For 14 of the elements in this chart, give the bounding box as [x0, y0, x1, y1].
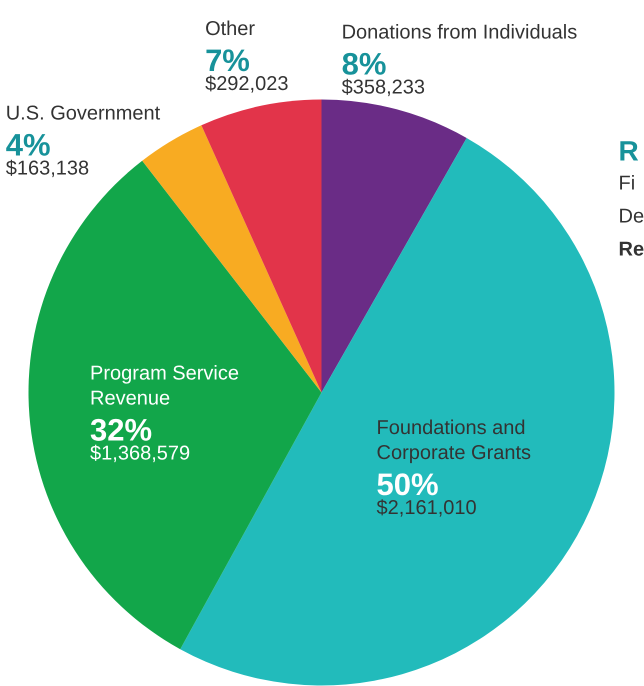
slice-label: Donations from Individuals [342, 21, 578, 44]
data-label: 4% $163,138 [6, 127, 90, 180]
data-label: 8% $358,233 [342, 46, 425, 98]
data-label: 7% $292,023 [205, 43, 288, 96]
text: Fi [618, 172, 636, 194]
slice-label: Foundations and Corporate Grants [376, 416, 532, 464]
slice-label: U.S. Government [6, 102, 161, 124]
slice-label: Other [205, 18, 256, 40]
text: De [618, 206, 644, 228]
data-label: 50% $2,161,010 [376, 466, 477, 519]
slice-label: Program Service Revenue [90, 362, 239, 410]
text: Re [618, 238, 644, 260]
text: R [618, 136, 639, 166]
data-label: 32% $1,368,579 [90, 412, 190, 465]
